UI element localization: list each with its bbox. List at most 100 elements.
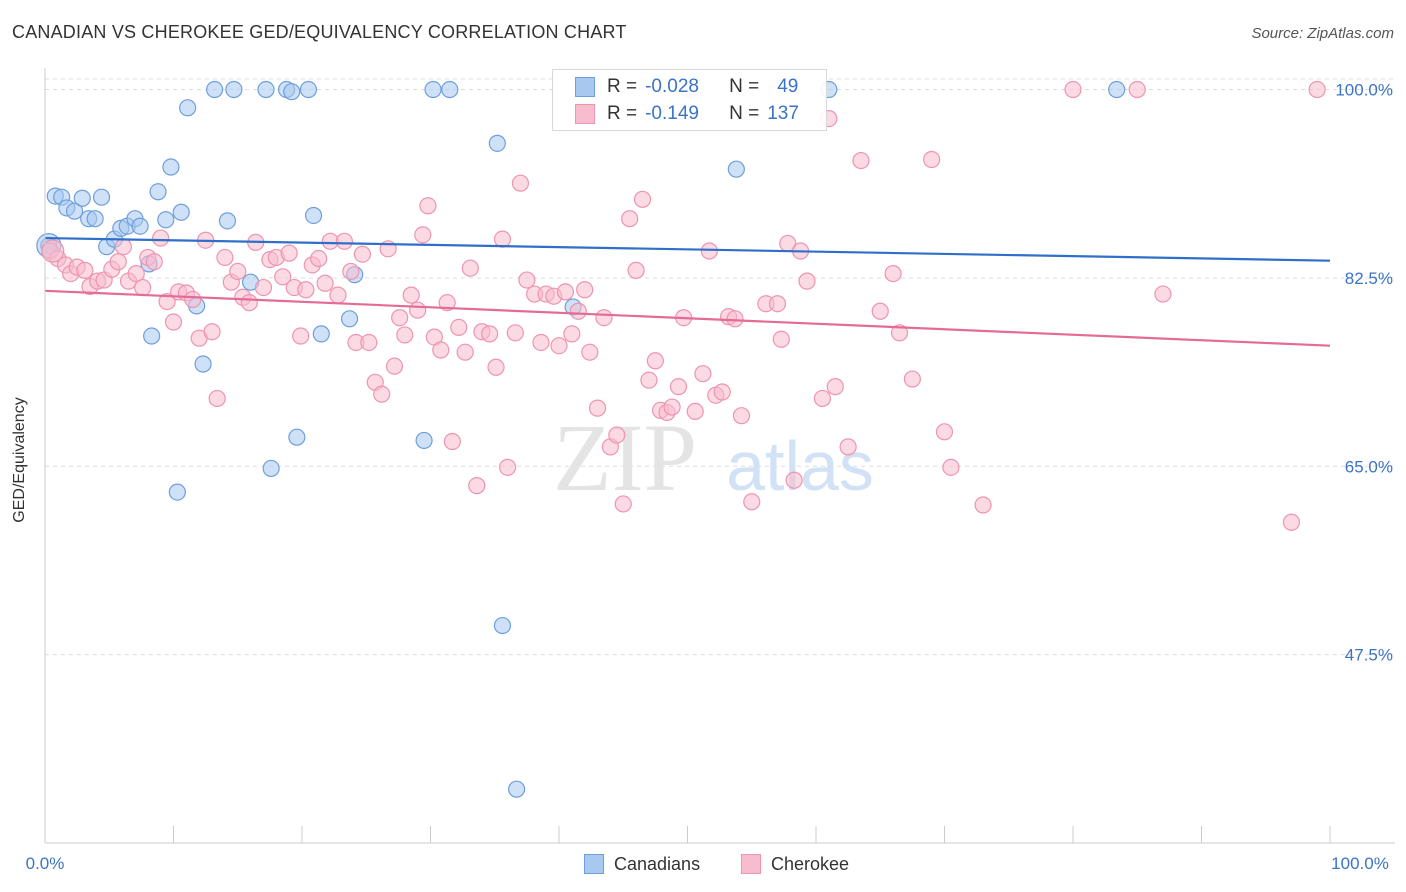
cherokee-point [76,261,94,279]
canadians-point [415,431,433,450]
cherokee-point [890,324,909,342]
cherokee-point [669,378,688,396]
cherokee-point [743,493,761,511]
cherokee-point [595,309,613,327]
cherokee-point [402,286,420,304]
cherokee-point [532,333,550,352]
canadians-point [288,428,306,446]
canadians-legend-label: Canadians [614,853,701,874]
cherokee-point [254,278,273,297]
canadians-point [493,616,512,635]
cherokee-point [772,330,790,348]
cherokee-point [942,458,960,476]
cherokee-point [432,341,450,359]
cherokee-point [297,281,315,299]
cherokee-point [852,151,870,170]
axes [44,68,1395,844]
cherokee-point [493,230,512,248]
cherokee-point [158,292,176,311]
cherokee-point [563,325,581,343]
cherokee-point [145,253,163,271]
canadians-point [168,483,186,501]
cherokee-point [686,402,704,420]
y-tick-label: 47.5% [1345,646,1393,665]
y-tick-label: 65.0% [1345,457,1393,476]
cherokee-point [633,190,652,208]
cherokee-legend-label: Cherokee [771,853,850,874]
cherokee-swatch [575,104,595,124]
cherokee-point [385,357,404,375]
canadians-point [225,80,243,99]
canadians-point [194,355,212,373]
canadians-point [206,80,224,99]
canadians-point [283,83,301,101]
cherokee-n-label: N = [729,103,760,124]
canadians-point [424,80,442,99]
cherokee-point [839,438,857,456]
cherokee-point [396,326,414,344]
cherokee-point [768,295,787,313]
canadians-point [257,80,275,99]
cherokee-point [1064,80,1082,99]
cherokee-point [127,264,145,283]
cherokee-point [556,283,575,301]
legend-row-cherokee: R = -0.149 N = 137 [575,101,799,127]
cherokee-point [481,325,499,343]
cherokee-point [576,281,594,299]
canadians-r-label: R = [607,76,638,97]
grid-layer [45,78,1395,656]
cherokee-point [826,378,844,396]
cherokee-point [614,495,632,513]
bottom-legend-canadians[interactable]: Canadians [584,852,700,876]
cherokee-point [646,352,664,370]
canadians-point [149,183,167,201]
canadians-point [312,325,330,343]
cherokee-point [499,458,517,476]
bottom-legend-cherokee[interactable]: Cherokee [741,852,849,876]
cherokee-point [974,496,992,514]
cherokee-point [360,333,378,352]
cherokee-point [134,278,152,297]
cherokee-point [694,365,712,383]
cherokee-legend-swatch [741,854,761,874]
cherokee-point [450,318,468,337]
canadians-legend-swatch [584,854,604,874]
cherokee-point [414,226,432,244]
trend-lines [44,236,1331,347]
canadians-point [262,459,280,478]
canadians-n-label: N = [729,76,760,97]
chart-title: CANADIAN VS CHEROKEE GED/EQUIVALENCY COR… [12,22,627,42]
cherokee-point [608,426,626,444]
canadians-point [131,217,149,235]
cherokee-point [1128,80,1146,99]
cherokee-point [373,385,391,403]
source-label: Source: ZipAtlas.com [1251,25,1394,42]
cherokee-point [700,242,718,260]
y-tick-label: 100.0% [1335,81,1393,100]
tick-labels: 100.0% 82.5% 65.0% 47.5% 0.0% 100.0% [26,81,1393,873]
cherokee-point [1282,513,1301,531]
cherokee-n-value: 137 [767,103,799,124]
cherokee-point [216,248,234,267]
cherokee-point [461,259,479,277]
series-cherokee-points [41,80,1326,531]
watermark-zip: ZIP [553,404,697,511]
cherokee-point [1154,285,1172,303]
cherokee-point [726,310,744,328]
cherokee-point [316,274,334,292]
cherokee-point [329,286,347,304]
correlation-legend: R = -0.028 N = 49 R = -0.149 N = 137 [552,69,827,131]
cherokee-point [588,399,607,417]
cherokee-point [419,197,437,215]
cherokee-point [923,150,941,169]
cherokee-point [409,301,427,319]
cherokee-point [640,371,658,389]
cherokee-point [627,261,645,279]
cherokee-point [342,262,360,281]
cherokee-point [443,432,461,451]
cherokee-point [518,271,536,289]
cherokee-point [581,343,599,361]
cherokee-point [152,229,170,247]
cherokee-point [310,249,328,268]
canadians-point [73,189,91,207]
